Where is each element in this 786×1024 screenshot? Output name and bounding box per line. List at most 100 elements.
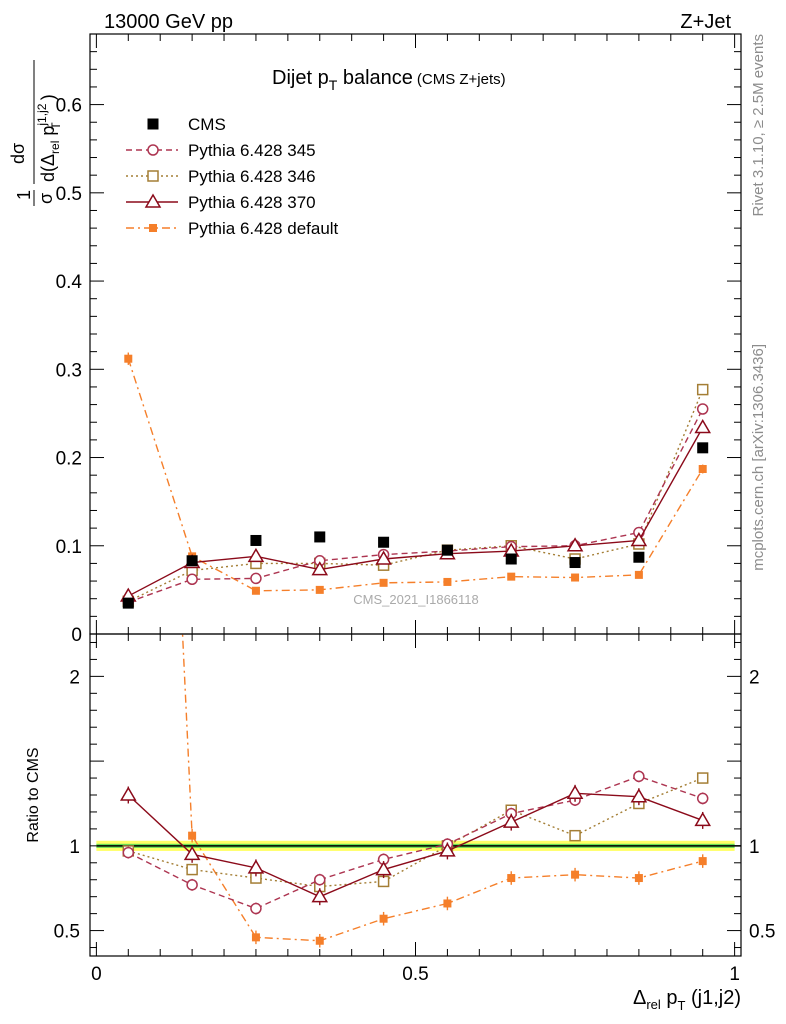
point-p345 — [696, 403, 709, 415]
ratio-y-tick-label-right: 2 — [749, 667, 760, 688]
point-cms — [569, 557, 581, 569]
ratio-point-pdefault — [571, 870, 580, 879]
point-pdefault — [379, 578, 388, 587]
point-pdefault — [698, 465, 707, 473]
point-cms — [441, 544, 453, 556]
series-line-pdefault — [127, 358, 704, 592]
ratio-point-p370 — [502, 813, 520, 828]
svg-text:dσ: dσ — [8, 143, 28, 164]
series-line-p370 — [127, 427, 704, 597]
point-cms — [186, 555, 198, 567]
legend-label-p370: Pythia 6.428 370 — [188, 193, 316, 212]
ratio-point-pdefault — [443, 899, 452, 908]
point-p345 — [250, 572, 262, 585]
ratio-axes: 0 0.5 1 0.5 0.5 1 1 2 2 — [54, 634, 775, 985]
ratio-point-p370 — [439, 842, 456, 857]
x-axis-title: Δrel pT (j1,j2) — [633, 987, 741, 1013]
legend-marker-pdefault — [149, 224, 157, 232]
ratio-point-p346 — [696, 772, 709, 784]
point-p345 — [186, 573, 198, 586]
ratio-series — [119, 634, 712, 948]
point-p370 — [630, 531, 648, 547]
point-cms — [314, 531, 326, 543]
ratio-frame — [89, 633, 742, 957]
point-pdefault — [315, 585, 324, 594]
ratio-point-p370 — [119, 786, 137, 801]
ratio-line-p346 — [128, 777, 703, 888]
point-p370 — [375, 550, 392, 565]
ratio-point-pdefault — [315, 936, 324, 945]
ratio-y-tick-label: 0.5 — [54, 922, 80, 943]
main-y-tick-label: 0 — [71, 625, 82, 646]
x-tick-label: 0 — [91, 964, 102, 985]
legend-label-cms: CMS — [188, 115, 226, 134]
legend-entry-p345: Pythia 6.428 345 — [126, 141, 316, 160]
svg-text:1: 1 — [14, 190, 34, 200]
ratio-line-pdefault — [181, 634, 703, 942]
ratio-point-p370 — [375, 861, 392, 876]
point-p370 — [311, 561, 329, 576]
svg-text:σ: σ — [36, 193, 56, 204]
legend-entry-pdefault: Pythia 6.428 default — [126, 219, 339, 238]
ratio-point-p345 — [696, 792, 709, 805]
main-series — [119, 352, 712, 609]
point-cms — [505, 553, 517, 565]
ratio-point-pdefault — [379, 914, 388, 923]
ratio-point-pdefault — [634, 874, 643, 883]
plot-title-suffix: (CMS Z+jets) — [417, 71, 506, 88]
legend-entry-p346: Pythia 6.428 346 — [126, 167, 316, 186]
series-line-p345 — [128, 408, 704, 603]
point-p346 — [696, 383, 709, 396]
point-cms — [697, 442, 709, 454]
ratio-point-p370 — [247, 859, 265, 874]
ratio-y-tick-label-right: 0.5 — [749, 922, 775, 943]
point-pdefault — [507, 572, 516, 581]
ratio-point-p370 — [694, 811, 712, 827]
main-y-tick-label: 0.5 — [56, 184, 82, 205]
series-line-p346 — [127, 389, 704, 602]
ratio-point-p370 — [311, 888, 329, 903]
legend-label-p346: Pythia 6.428 346 — [188, 167, 316, 186]
ratio-band — [96, 840, 741, 851]
ratio-line-p345 — [127, 775, 703, 910]
point-cms — [250, 534, 262, 546]
ratio-y-axis-title: Ratio to CMS — [25, 747, 42, 842]
legend-marker-p370 — [144, 193, 162, 208]
point-p370 — [694, 419, 712, 434]
ratio-point-p370 — [630, 788, 648, 803]
ratio-point-p346 — [569, 829, 581, 842]
ratio-point-p370 — [183, 845, 201, 861]
point-pdefault — [571, 573, 580, 582]
ratio-point-pdefault — [251, 933, 260, 942]
main-y-tick-label: 0.4 — [56, 272, 83, 293]
legend-marker-p345 — [147, 144, 159, 156]
point-p370 — [247, 547, 265, 563]
point-cms — [122, 597, 134, 609]
legend-entry-p370: Pythia 6.428 370 — [126, 193, 316, 212]
ratio-point-p345 — [633, 770, 645, 783]
legend: CMS Pythia 6.428 345 Pythia 6.428 346 Pythi… — [126, 115, 339, 238]
ratio-y-tick-label: 2 — [69, 667, 80, 688]
point-cms — [633, 551, 645, 563]
ratio-y-tick-label: 1 — [69, 837, 80, 858]
watermark: CMS_2021_I1866118 — [353, 592, 479, 607]
point-pdefault — [634, 570, 643, 579]
main-y-tick-label: 0.2 — [56, 449, 82, 470]
legend-entry-cms: CMS — [147, 115, 226, 134]
header-right: Z+Jet — [680, 11, 731, 33]
point-pdefault — [251, 586, 260, 595]
rivet-label: Rivet 3.1.10, ≥ 2.5M events — [750, 34, 767, 217]
ratio-point-pdefault — [188, 831, 197, 840]
ratio-point-p345 — [250, 902, 262, 915]
legend-marker-p346 — [147, 170, 159, 182]
ratio-point-pdefault — [507, 874, 516, 883]
main-y-tick-label: 0.1 — [56, 537, 82, 558]
x-tick-label: 1 — [729, 964, 740, 985]
point-cms — [378, 536, 390, 548]
ratio-point-p370 — [566, 784, 584, 800]
point-pdefault — [443, 577, 452, 586]
ratio-point-pdefault — [698, 857, 707, 866]
ratio-y-tick-label-right: 1 — [749, 837, 760, 858]
plot-title: Dijet pT balance (CMS Z+jets) — [272, 67, 506, 93]
